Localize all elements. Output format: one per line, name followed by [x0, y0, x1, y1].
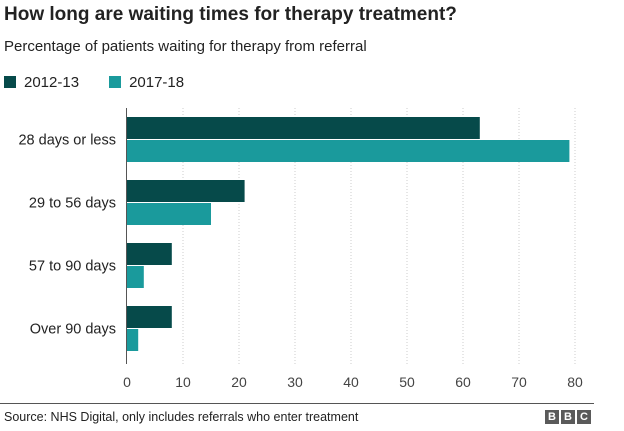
chart-title: How long are waiting times for therapy t…	[4, 4, 457, 25]
category-label: 57 to 90 days	[29, 259, 116, 275]
legend-swatch-2012-13	[4, 76, 16, 88]
x-tick-label: 80	[567, 374, 583, 390]
x-tick-label: 70	[511, 374, 527, 390]
legend: 2012-13 2017-18	[4, 73, 214, 91]
footer-divider	[0, 403, 594, 404]
legend-label-2012-13: 2012-13	[24, 73, 80, 91]
x-tick-label: 50	[399, 374, 415, 390]
bbc-logo-letter: C	[577, 410, 591, 424]
category-label: 29 to 56 days	[29, 196, 116, 212]
legend-swatch-2017-18	[109, 76, 122, 88]
bbc-logo-letter: B	[545, 410, 559, 424]
legend-label-2017-18: 2017-18	[129, 73, 185, 91]
legend-item-2017-18: 2017-18	[109, 74, 184, 91]
bbc-logo: B B C	[543, 410, 591, 424]
x-tick-label: 0	[123, 374, 131, 390]
category-label: 28 days or less	[18, 133, 116, 149]
x-tick-label: 60	[455, 374, 471, 390]
bar	[127, 266, 144, 288]
bar	[127, 243, 172, 265]
chart-subtitle: Percentage of patients waiting for thera…	[4, 38, 367, 55]
bar	[127, 329, 139, 351]
bar	[127, 306, 172, 328]
bar	[127, 180, 245, 202]
x-tick-label: 30	[287, 374, 303, 390]
legend-item-2012-13: 2012-13	[4, 74, 79, 91]
x-tick-label: 20	[231, 374, 247, 390]
bar	[127, 140, 570, 162]
bbc-logo-letter: B	[561, 410, 575, 424]
category-label: Over 90 days	[30, 322, 116, 338]
bar	[127, 117, 480, 139]
source-note: Source: NHS Digital, only includes refer…	[4, 410, 359, 424]
bar	[127, 203, 211, 225]
x-tick-label: 10	[175, 374, 191, 390]
x-tick-label: 40	[343, 374, 359, 390]
